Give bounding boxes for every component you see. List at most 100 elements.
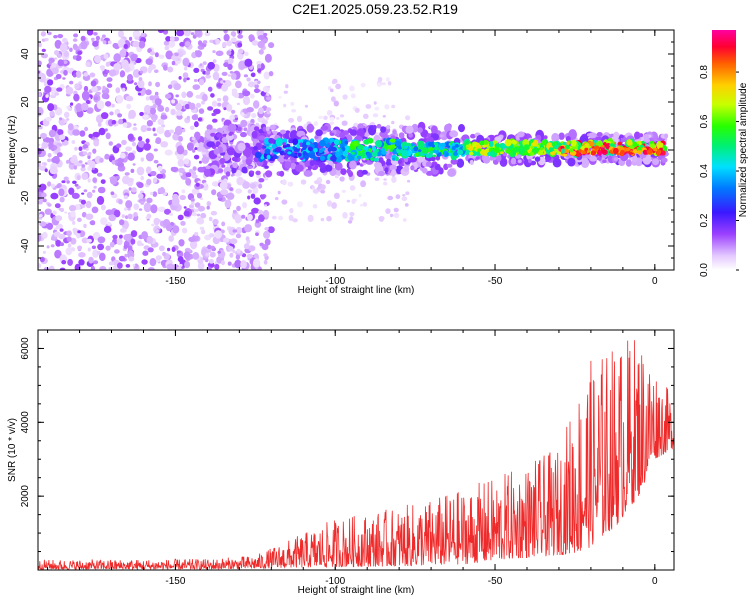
spectrogram-cell	[354, 107, 360, 113]
spectrogram-cell	[183, 206, 187, 209]
spectrogram-cell	[235, 80, 242, 89]
spectrogram-cell	[466, 143, 470, 148]
spectrogram-cell	[137, 92, 142, 96]
spectrogram-cell	[392, 157, 396, 161]
spectrogram-cell	[171, 99, 176, 104]
spectrogram-cell	[82, 151, 88, 156]
spectrogram-cell	[79, 130, 86, 137]
spectrogram-cell	[193, 78, 198, 83]
spectrogram-cell	[233, 93, 240, 98]
spectrogram-cell	[54, 92, 59, 96]
spectrogram-cell	[127, 213, 133, 220]
spectrogram-cell	[649, 143, 656, 149]
spectrogram-cell	[155, 81, 161, 88]
spectrogram-cell	[72, 38, 78, 42]
spectrogram-cell	[194, 208, 199, 212]
spectrogram-cell	[258, 183, 263, 189]
spectrogram-cell	[230, 72, 237, 80]
spectrogram-cell	[87, 178, 91, 183]
spectrogram-cell	[375, 139, 382, 148]
spectrogram-cell	[152, 127, 156, 132]
spectrogram-cell	[329, 132, 335, 136]
spectrogram-cell	[176, 30, 185, 37]
spectrogram-cell	[351, 151, 355, 155]
spectrogram-cell	[245, 236, 250, 241]
spectrogram-cell	[264, 148, 271, 155]
colorbar-ticks: 0.0 0.2 0.4 0.6 0.8	[699, 65, 739, 277]
spectrogram-cell	[192, 252, 200, 260]
spectrogram-panel: -150 -100 -50 0 -40 -20 0 20 40 Height of strai…	[7, 29, 675, 296]
spectrogram-cell	[91, 86, 98, 93]
spectrogram-cell	[266, 154, 271, 160]
spectrogram-cell	[190, 32, 195, 36]
spectrogram-cell	[212, 218, 219, 225]
spectrogram-cell	[224, 153, 231, 161]
spectrogram-cell	[263, 32, 268, 37]
spectrogram-cell	[170, 108, 176, 116]
spectrogram-cell	[620, 149, 625, 155]
spectrogram-cell	[81, 164, 86, 168]
spectrogram-cell	[90, 80, 97, 87]
spectrogram-cell	[111, 160, 116, 165]
spectrogram-cell	[167, 66, 174, 73]
spectrogram-cell	[265, 117, 270, 121]
spectrogram-cell	[306, 123, 314, 133]
spectrogram-cell	[87, 159, 93, 166]
spectrogram-cell	[385, 208, 391, 215]
spectrogram-cell	[190, 198, 195, 202]
spectrogram-cell	[297, 152, 302, 157]
spectrogram-cell	[63, 176, 69, 181]
spectrogram-cell	[242, 95, 251, 106]
spectrogram-cell	[104, 128, 108, 132]
spectrogram-cell	[479, 140, 485, 146]
spectrogram-cell	[610, 141, 615, 144]
spectrogram-cell	[314, 136, 319, 139]
spectrogram-cell	[149, 258, 157, 267]
spectrogram-cell	[458, 144, 462, 148]
spectrogram-cell	[68, 187, 75, 195]
figure-title: C2E1.2025.059.23.52.R19	[292, 1, 458, 17]
spectrogram-cell	[389, 164, 397, 171]
spectrogram-cell	[119, 219, 125, 226]
spectrogram-cell	[209, 251, 216, 258]
spectrogram-cell	[155, 229, 159, 233]
spectrogram-cell	[407, 179, 411, 183]
spectrogram-cell	[346, 199, 351, 203]
spectrogram-cell	[176, 114, 183, 120]
spectrogram-cell	[133, 203, 139, 210]
spectrogram-cell	[145, 138, 150, 144]
spectrogram-cell	[49, 166, 58, 175]
spectrogram-x-axis-label: Height of straight line (km)	[298, 285, 415, 296]
spectrogram-cell	[85, 213, 94, 220]
spectrogram-cell	[146, 235, 154, 244]
spectrogram-cell	[500, 142, 506, 150]
spectrogram-cell	[147, 247, 154, 253]
spectrogram-cell	[38, 60, 42, 66]
spectrogram-cell	[133, 212, 138, 217]
spectrogram-cell	[138, 77, 143, 81]
spectrogram-cell	[468, 151, 474, 156]
spectrogram-cell	[78, 146, 83, 151]
spectrogram-y-ticks: -40 -20 0 20 40	[20, 29, 674, 271]
spectrogram-cell	[146, 127, 152, 131]
spectrogram-cell	[242, 202, 248, 209]
spectrogram-cell	[132, 141, 136, 147]
spectrogram-cell	[72, 55, 77, 60]
spectrogram-cell	[212, 50, 216, 54]
spectrogram-cell	[69, 47, 73, 52]
spectrogram-cell	[176, 153, 184, 161]
spectrogram-cell	[38, 70, 41, 74]
spectrogram-cell	[103, 73, 108, 77]
spectrogram-cell	[354, 157, 358, 162]
spectrogram-cell	[198, 108, 205, 114]
spectrogram-cell	[197, 205, 206, 212]
spectrogram-cell	[246, 107, 254, 113]
spectrogram-cell	[482, 144, 487, 148]
spectrogram-cell	[431, 161, 438, 166]
spectrogram-cell	[434, 146, 439, 151]
spectrogram-cell	[462, 146, 467, 151]
spectrogram-cell	[552, 158, 562, 168]
spectrogram-cell	[42, 231, 48, 239]
spectrogram-cell	[91, 245, 96, 250]
spectrogram-cell	[46, 245, 50, 249]
